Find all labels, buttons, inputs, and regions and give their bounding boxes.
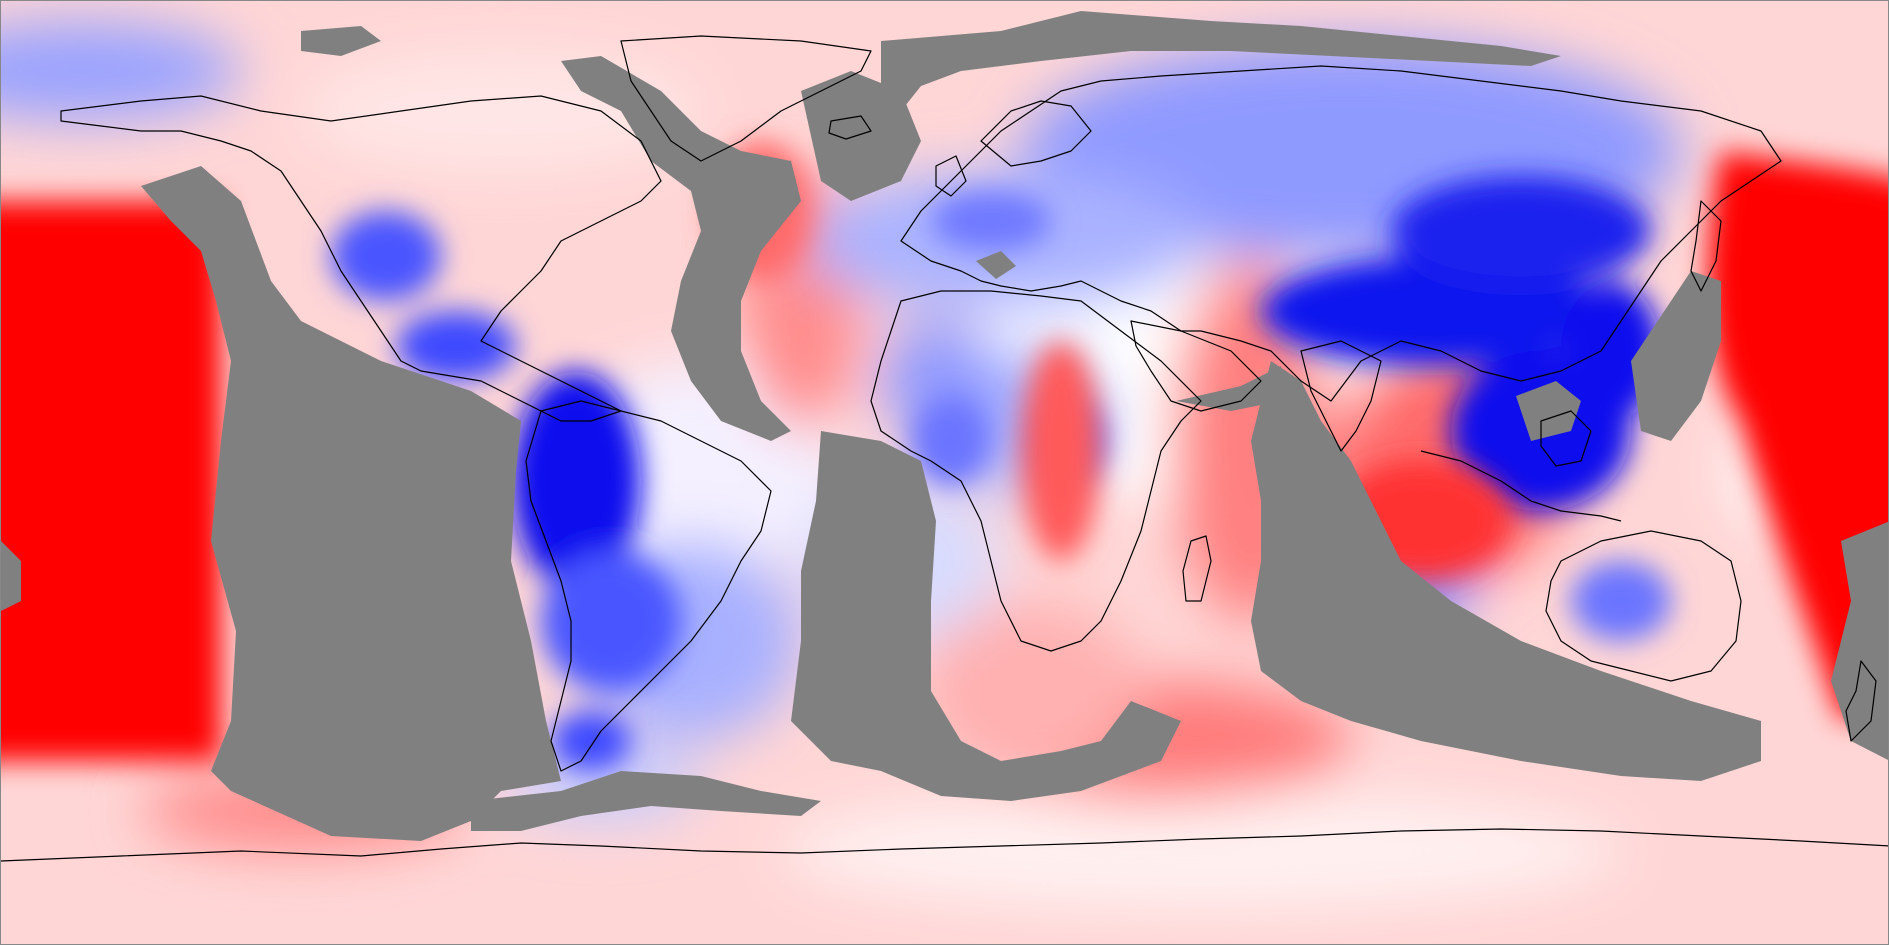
coast-eurasia [900,65,1782,402]
coast-south-america [525,400,772,772]
mask-persian-gulf [1176,366,1281,411]
coast-borneo [1540,410,1592,467]
mask-labrador [801,71,921,201]
coast-australia [1545,530,1742,682]
coast-north-america [60,95,662,422]
coast-madagascar [1182,535,1212,602]
mask-indian-ocean [1251,361,1761,781]
coast-iceland [828,115,872,140]
coast-africa [870,290,1202,652]
strong-positive-regions [1,141,1888,761]
coast-arabia [1130,320,1262,412]
mask-southern-ocean [471,771,821,831]
coast-scandinavia [980,100,1092,167]
coastlines [1,35,1888,862]
mask-east-pacific [141,166,561,841]
mask-maritime [1516,381,1581,441]
mask-west-edge [1,541,21,611]
coast-indonesia [1420,450,1622,522]
mask-arctic-strip [881,11,1561,111]
coast-antarctica [1,828,1888,862]
masked-regions [1,11,1888,841]
coast-japan [1690,200,1722,292]
mask-mediterranean [976,251,1016,279]
mask-south-atlantic [791,431,1181,801]
coast-new-zealand [1845,660,1877,742]
mask-north-atlantic [561,56,801,441]
mask-arctic-left [301,26,381,56]
coast-india [1300,340,1382,452]
coast-british-isles [935,155,967,197]
mask-west-pacific [1631,271,1721,441]
coast-greenland [620,35,872,162]
